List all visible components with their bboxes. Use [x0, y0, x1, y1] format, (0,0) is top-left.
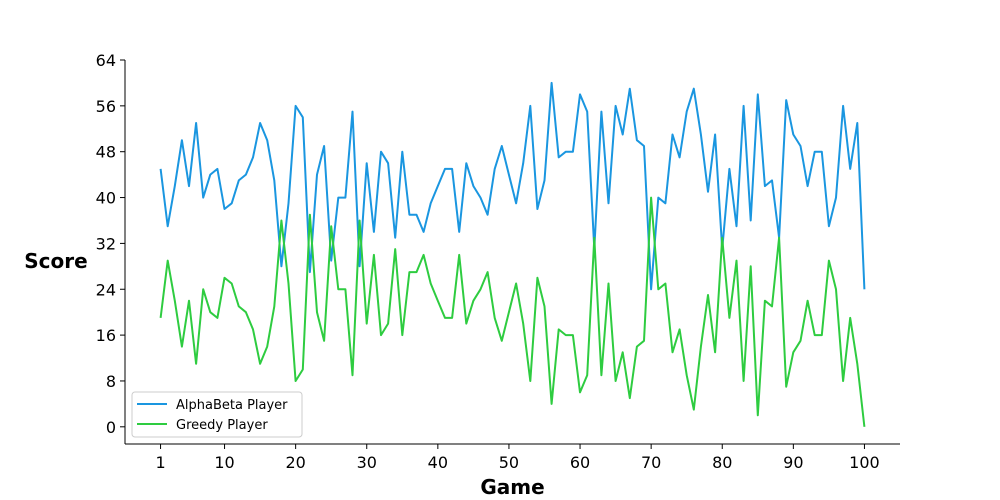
legend-box: [131, 391, 303, 438]
y-tick-label: 8: [106, 372, 116, 391]
x-tick-label: 30: [357, 453, 377, 472]
series-lines: [159, 81, 866, 427]
x-tick-label: 1: [155, 453, 165, 472]
x-axis-title: Game: [480, 475, 544, 499]
x-tick-label: 50: [499, 453, 519, 472]
y-tick-label: 40: [96, 189, 116, 208]
x-tick-label: 20: [285, 453, 305, 472]
x-tick-label: 60: [570, 453, 590, 472]
y-tick-label: 56: [96, 97, 116, 116]
y-tick-label: 24: [96, 280, 116, 299]
x-tick-label: 90: [783, 453, 803, 472]
x-tick-label: 80: [712, 453, 732, 472]
x-tick-label: 10: [214, 453, 234, 472]
x-ticks: 1 10 20 30 40 50 60 70 80 90 100: [155, 444, 880, 472]
y-axis-title: Score: [24, 249, 87, 273]
series-line-alphabeta: [159, 81, 866, 291]
legend: AlphaBeta Player Greedy Player: [131, 391, 303, 438]
y-tick-label: 64: [96, 51, 116, 70]
series-line-greedy: [159, 196, 866, 427]
x-tick-label: 100: [849, 453, 880, 472]
y-ticks: 0 8 16 24 32 40 48 56 64: [96, 51, 125, 437]
x-tick-label: 40: [428, 453, 448, 472]
legend-label-alphabeta: AlphaBeta Player: [176, 398, 288, 413]
y-tick-label: 48: [96, 143, 116, 162]
legend-label-greedy: Greedy Player: [176, 418, 268, 433]
y-tick-label: 0: [106, 418, 116, 437]
y-tick-label: 16: [96, 326, 116, 345]
axes: [124, 60, 900, 445]
y-tick-label: 32: [96, 234, 116, 253]
x-tick-label: 70: [641, 453, 661, 472]
